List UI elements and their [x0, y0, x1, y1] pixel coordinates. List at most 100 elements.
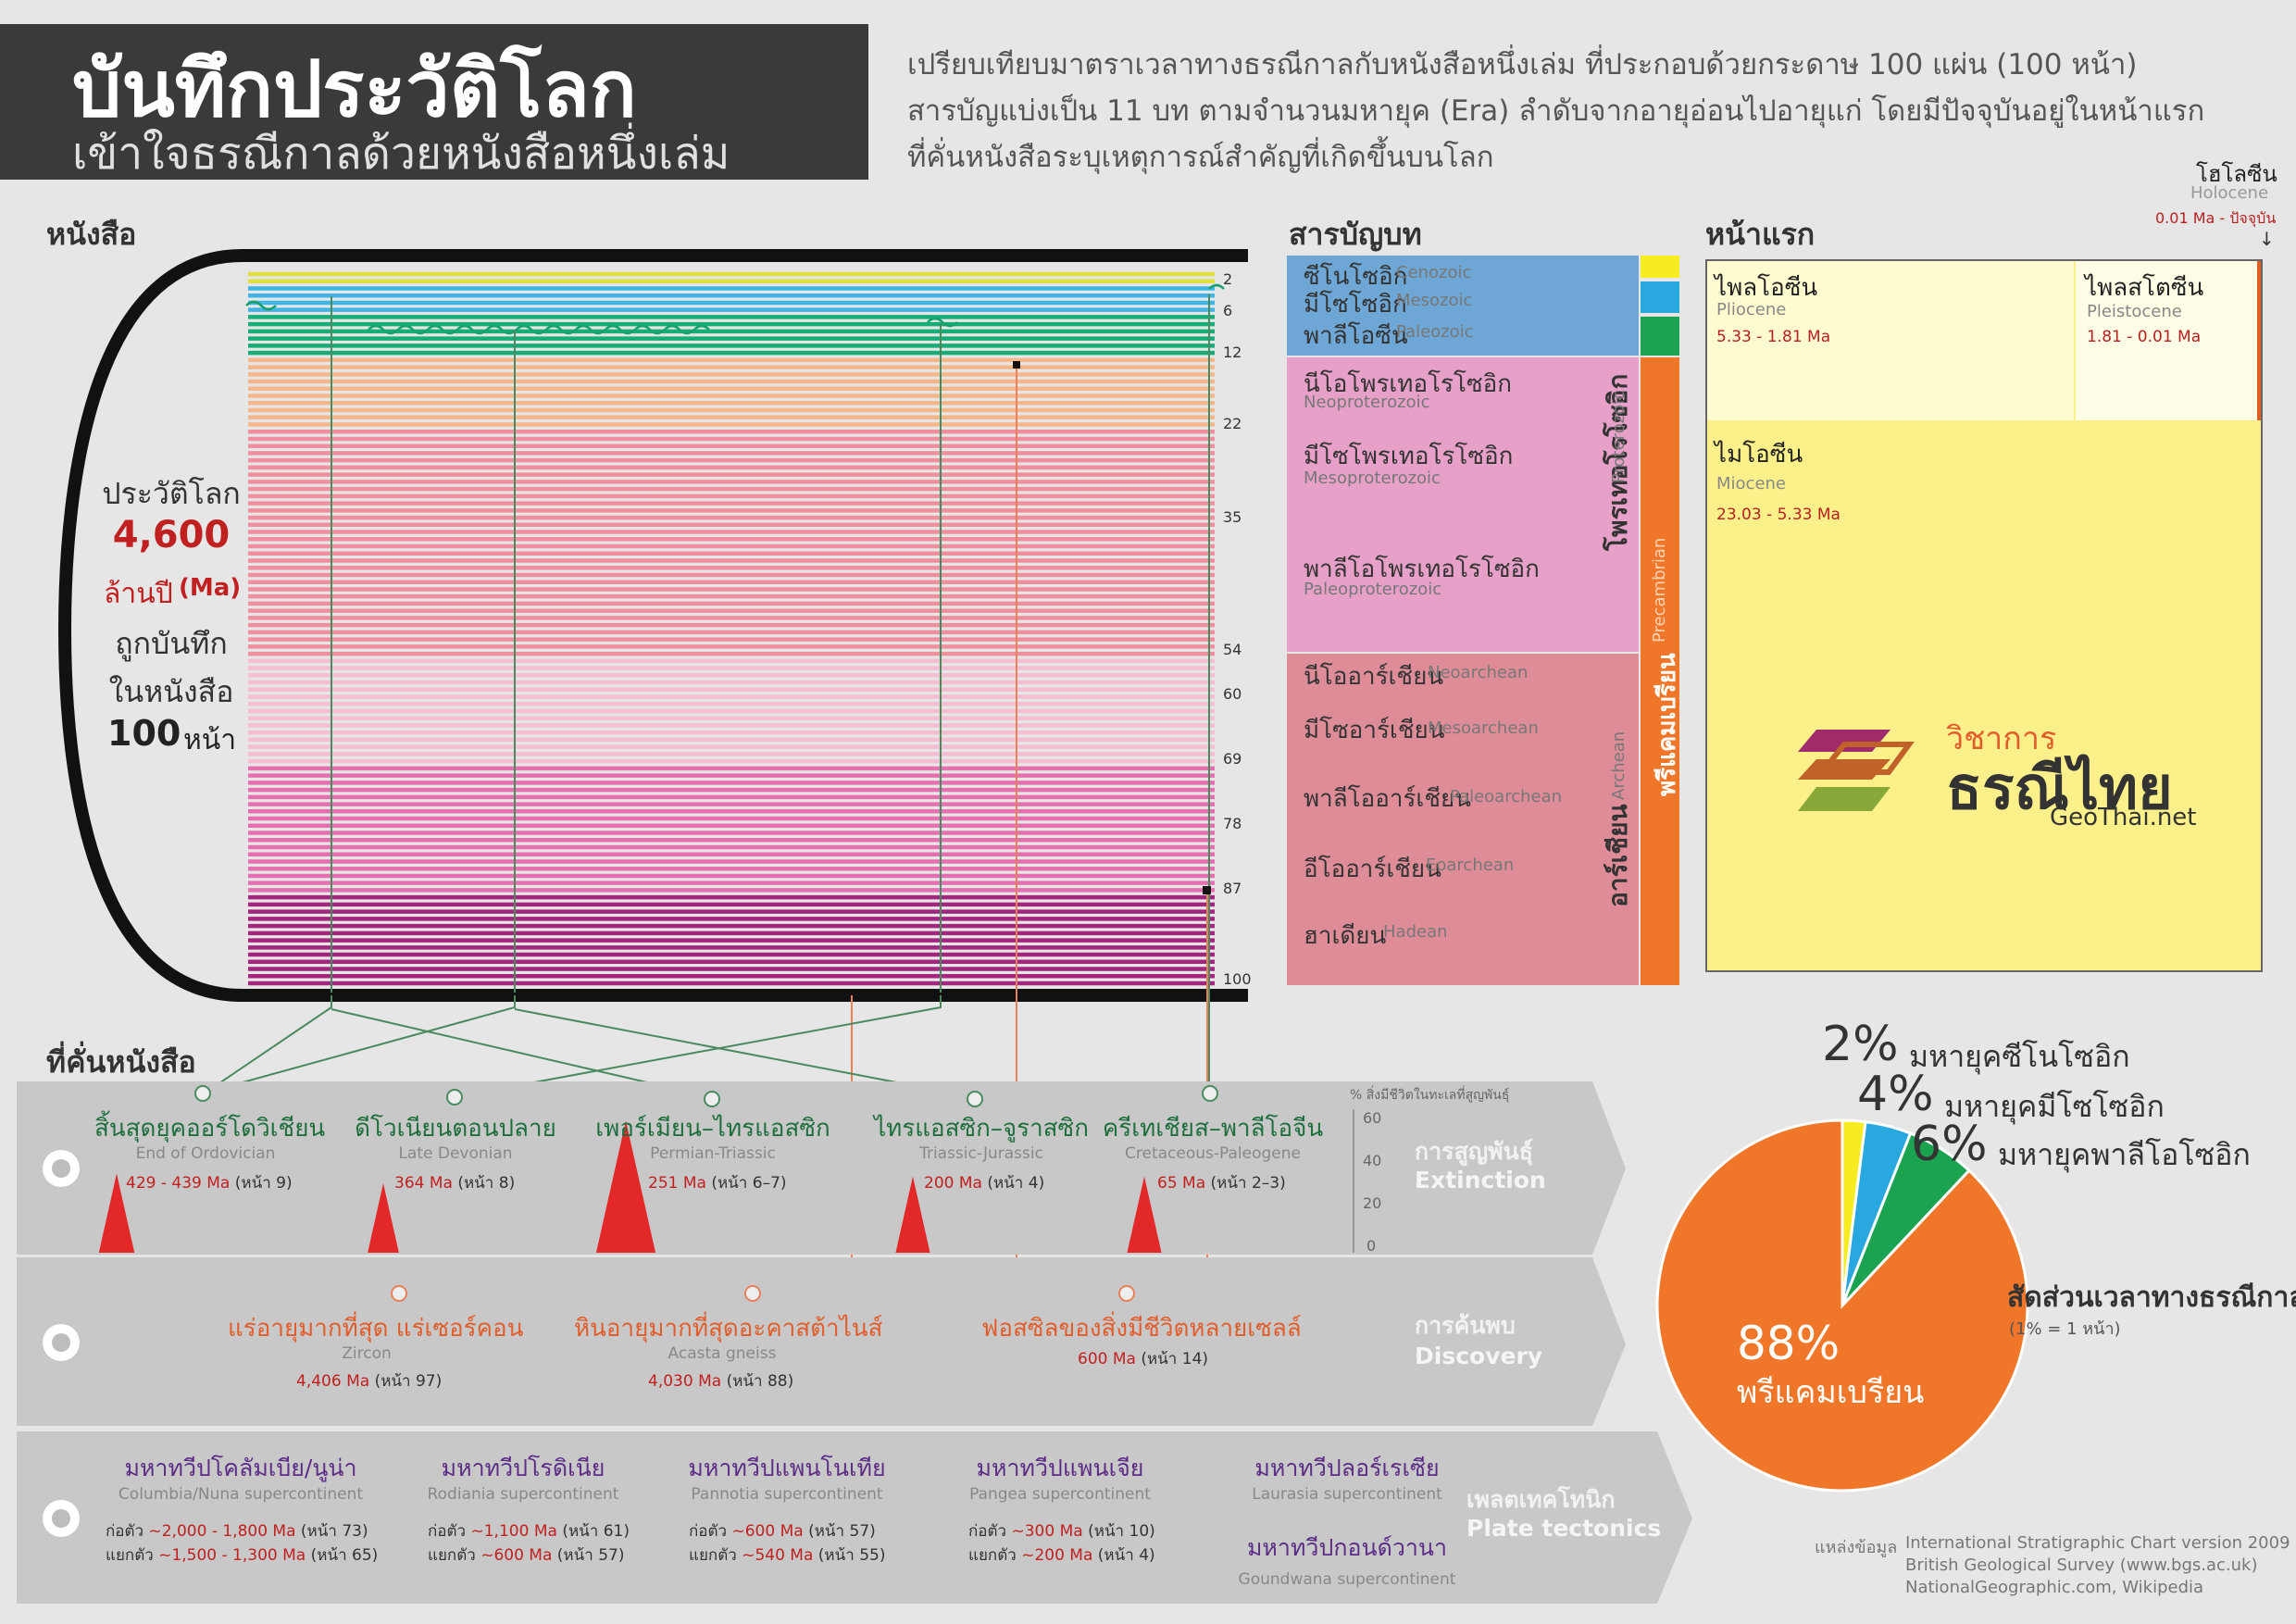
arrow-down-icon: ↓ [2259, 228, 2275, 250]
discovery-th: ฟอสซิลของสิ่งมีชีวิตหลายเซลล์ [981, 1315, 1302, 1343]
epoch-th: ไพลโอซีน [1715, 274, 1818, 302]
discovery-en: Acasta gneiss [668, 1344, 777, 1363]
extinction-event-ma: 200 Ma (หน้า 4) [924, 1174, 1045, 1193]
toc-heading: สารบัญบท [1289, 217, 1422, 252]
connector-node [744, 1285, 761, 1302]
extinction-event-en: Cretaceous-Paleogene [1125, 1144, 1301, 1163]
extinction-event-en: Permian-Triassic [650, 1144, 776, 1163]
title-banner [0, 24, 868, 180]
axis-tick: 20 [1363, 1194, 1382, 1212]
axis-tick: 40 [1363, 1152, 1382, 1169]
first-page-heading: หน้าแรก [1705, 217, 1816, 252]
supercontinent-th: มหาทวีปกอนด์วานา [1246, 1534, 1448, 1561]
holocene-en: Holocene [2190, 183, 2269, 203]
connector-node [967, 1091, 983, 1107]
sources-label: แหล่งข้อมูล [1815, 1538, 1898, 1557]
page-marker: 6 [1223, 302, 1233, 319]
pie-note: (1% = 1 หน้า) [2009, 1319, 2121, 1339]
book-pages-unit: หน้า [183, 724, 237, 756]
supercontinent-split: แยกตัว ~600 Ma (หน้า 57) [428, 1546, 625, 1565]
toc-mesozoic-swatch [1641, 281, 1679, 313]
extinction-label-th: การสูญพันธุ์ [1415, 1138, 1533, 1165]
pie-pct-label: 4% [1857, 1067, 1934, 1122]
pie-pct-label: 6% [1911, 1117, 1988, 1172]
supercontinent-form: ก่อตัว ~2,000 - 1,800 Ma (หน้า 73) [106, 1522, 368, 1541]
plate-label-en: Plate tectonics [1466, 1515, 1662, 1542]
supercontinent-form: ก่อตัว ~300 Ma (หน้า 10) [968, 1522, 1155, 1541]
page-marker: 78 [1223, 815, 1242, 832]
supercontinent-th: มหาทวีปแพนเจีย [976, 1455, 1144, 1481]
toc-item: ฮาเดียน [1304, 922, 1387, 950]
extinction-axis-title: % สิ่งมีชีวิตในทะเลที่สูญพันธุ์ [1350, 1088, 1510, 1103]
discovery-ma: 600 Ma (หน้า 14) [1078, 1350, 1209, 1368]
toc-item: มีโซโพรเทอโรโซอิก [1304, 443, 1514, 470]
connector-node [446, 1089, 463, 1106]
supercontinent-en: Rodiania supercontinent [427, 1485, 619, 1504]
wavy-marker [1208, 283, 1225, 290]
logo-top: วิชาการ [1946, 720, 2057, 757]
toc-item: พาลีโอโพรเทอโรโซอิก [1304, 556, 1540, 583]
bookmarks-heading: ที่คั่นหนังสือ [46, 1044, 196, 1080]
supercontinent-split: แยกตัว ~200 Ma (หน้า 4) [968, 1546, 1155, 1565]
pie-slices [1655, 1118, 2029, 1493]
intro-line-2: สารบัญแบ่งเป็น 11 บท ตามจำนวนมหายุค (Era… [907, 94, 2205, 128]
page-marker: 2 [1223, 270, 1233, 288]
book-label-3: ถูกบันทึก [115, 626, 228, 661]
pie-slice-label: มหายุคพาลีโอโซอิก [1998, 1137, 2251, 1172]
extinction-event-ma: 429 - 439 Ma (หน้า 9) [126, 1174, 293, 1193]
connector-node [194, 1085, 211, 1102]
page-marker: 87 [1223, 880, 1242, 897]
toc-item-en: Hadean [1383, 922, 1448, 942]
pie-main-label: พรีแคมเบรียน [1737, 1374, 1925, 1411]
extinction-event-th: เพอร์เมียน–ไทรแอสซิก [595, 1115, 830, 1143]
logo-main: ธรณีไทย [1946, 755, 2173, 823]
epoch-en: Miocene [1716, 474, 1786, 493]
book-age-value: 4,600 [112, 514, 231, 556]
page-marker: 54 [1223, 641, 1242, 658]
page-marker: 12 [1223, 344, 1242, 361]
toc-item: นีโออาร์เชียน [1304, 663, 1444, 691]
page-marker: 100 [1223, 970, 1252, 988]
epoch-th: ไมโอซีน [1715, 441, 1803, 468]
supercontinent-en: Goundwana supercontinent [1238, 1570, 1456, 1589]
toc-item-en: Paleoproterozoic [1304, 580, 1442, 599]
toc-item: อีโออาร์เชียน [1304, 856, 1441, 883]
discovery-label-th: การค้นพบ [1415, 1312, 1516, 1339]
sources-line: International Stratigraphic Chart versio… [1905, 1533, 2290, 1553]
holocene-th: โฮโลซีน [2196, 161, 2277, 187]
toc-item-en: Neoproterozoic [1304, 393, 1430, 412]
extinction-event-th: สิ้นสุดยุคออร์โดวิเชียน [94, 1115, 326, 1143]
connector-node [704, 1091, 720, 1107]
toc-item-en: Neoarchean [1428, 663, 1529, 682]
intro-line-1: เปรียบเทียบมาตราเวลาทางธรณีกาลกับหนังสือ… [907, 48, 2138, 81]
toc-cenozoic-swatch [1641, 256, 1679, 278]
epoch-th: ไพลสโตซีน [2085, 274, 2204, 302]
toc-proterozoic-block [1287, 357, 1639, 652]
epoch-ma: 5.33 - 1.81 Ma [1716, 328, 1831, 346]
extinction-peak [1127, 1176, 1162, 1253]
pliocene-block [1707, 261, 2074, 420]
supercontinent-form: ก่อตัว ~1,100 Ma (หน้า 61) [428, 1522, 630, 1541]
toc-paleozoic-swatch [1641, 317, 1679, 356]
supercontinent-form: ก่อตัว ~600 Ma (หน้า 57) [689, 1522, 876, 1541]
holocene-sliver [2257, 261, 2261, 420]
extinction-peak [98, 1173, 135, 1253]
supercontinent-th: มหาทวีปแพนโนเทีย [688, 1455, 886, 1481]
supercontinent-en: Columbia/Nuna supercontinent [118, 1485, 364, 1504]
toc-item-en: Mesoproterozoic [1304, 468, 1441, 488]
page-marker: 35 [1223, 508, 1242, 526]
book-unit-en: (Ma) [179, 574, 242, 602]
extinction-event-th: ไทรแอสซิก–จูราสซิก [874, 1115, 1089, 1143]
pie-chart [1655, 1118, 2029, 1493]
epoch-en: Pleistocene [2087, 302, 2182, 321]
toc-item: มีโซโซอิก [1304, 291, 1407, 319]
discovery-th: แร่อายุมากที่สุด แร่เซอร์คอน [228, 1315, 524, 1343]
discovery-en: Zircon [342, 1344, 392, 1363]
extinction-event-ma: 364 Ma (หน้า 8) [394, 1174, 516, 1193]
extinction-event-th: ครีเทเชียส–พาลีโอจีน [1102, 1115, 1324, 1143]
discovery-ma: 4,406 Ma (หน้า 97) [296, 1372, 443, 1391]
pleistocene-block [2076, 261, 2257, 420]
discovery-th: หินอายุมากที่สุดอะคาสต้าไนส์ [574, 1315, 883, 1343]
